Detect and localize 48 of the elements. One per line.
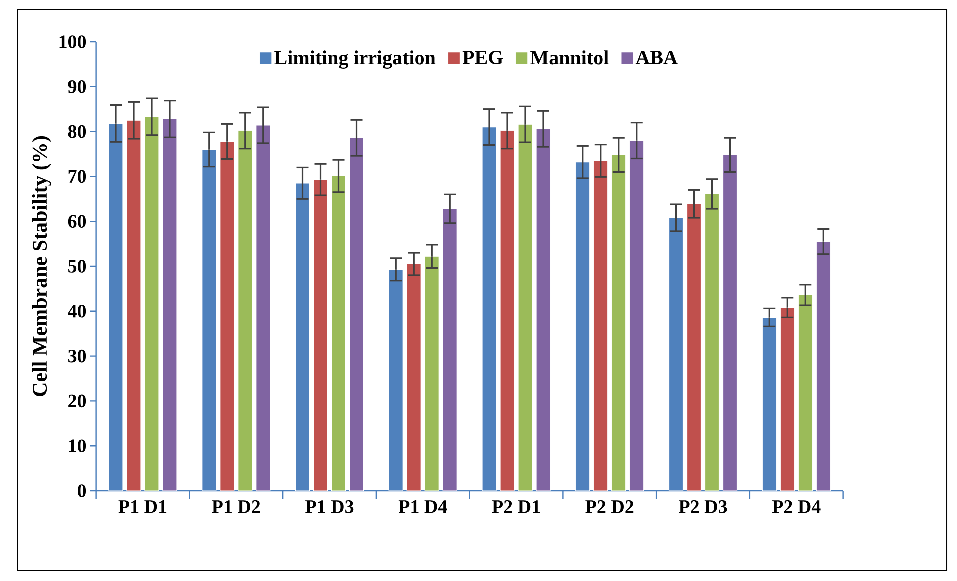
bar (780, 308, 795, 492)
bar (518, 124, 533, 492)
y-tick-label: 100 (60, 36, 86, 48)
x-tick-label: P2 D3 (679, 500, 728, 514)
x-tick-label: P2 D4 (772, 500, 821, 514)
legend-label: Limiting irrigation (274, 50, 436, 69)
bar (313, 180, 328, 492)
x-tick-label: P2 D2 (586, 500, 634, 514)
legend-label: ABA (636, 51, 678, 64)
legend-label: Mannitol (530, 50, 609, 65)
y-tick-label: 70 (68, 170, 86, 184)
bar (238, 130, 253, 492)
bar (442, 208, 458, 492)
bar (798, 294, 813, 492)
x-tick-label: P1 D1 (118, 500, 167, 514)
y-tick-label: 10 (69, 440, 86, 453)
y-tick-label: 40 (68, 305, 86, 318)
bar (686, 204, 702, 492)
bar (612, 154, 626, 492)
x-tick-label: P1 D3 (306, 500, 354, 514)
bar (144, 116, 160, 492)
bar (500, 130, 515, 492)
x-tick-label: P1 D4 (398, 500, 448, 514)
bar (424, 256, 440, 492)
bar (331, 176, 346, 492)
y-tick-label: 20 (68, 394, 86, 408)
bar (594, 160, 608, 492)
legend-label: PEG (462, 51, 504, 64)
bar (406, 264, 422, 492)
bar (126, 120, 142, 492)
y-tick-label: 60 (68, 215, 86, 228)
y-tick-label: 50 (68, 260, 86, 273)
y-tick-label: 80 (68, 125, 86, 138)
bar (349, 138, 364, 492)
bar (704, 194, 720, 492)
x-tick-label: P1 D2 (212, 500, 260, 514)
bar (630, 140, 644, 492)
bar (220, 141, 235, 492)
y-tick-label: 90 (68, 80, 86, 94)
bar (816, 242, 831, 492)
y-tick-label: 30 (68, 350, 86, 363)
x-tick-label: P2 D1 (492, 500, 540, 514)
bar (256, 125, 271, 492)
y-axis-title: Cell Membrane Stability (%) (32, 136, 52, 396)
y-tick-label: 0 (78, 484, 86, 498)
bar (536, 128, 551, 492)
bar (162, 118, 178, 492)
bar (722, 154, 738, 492)
